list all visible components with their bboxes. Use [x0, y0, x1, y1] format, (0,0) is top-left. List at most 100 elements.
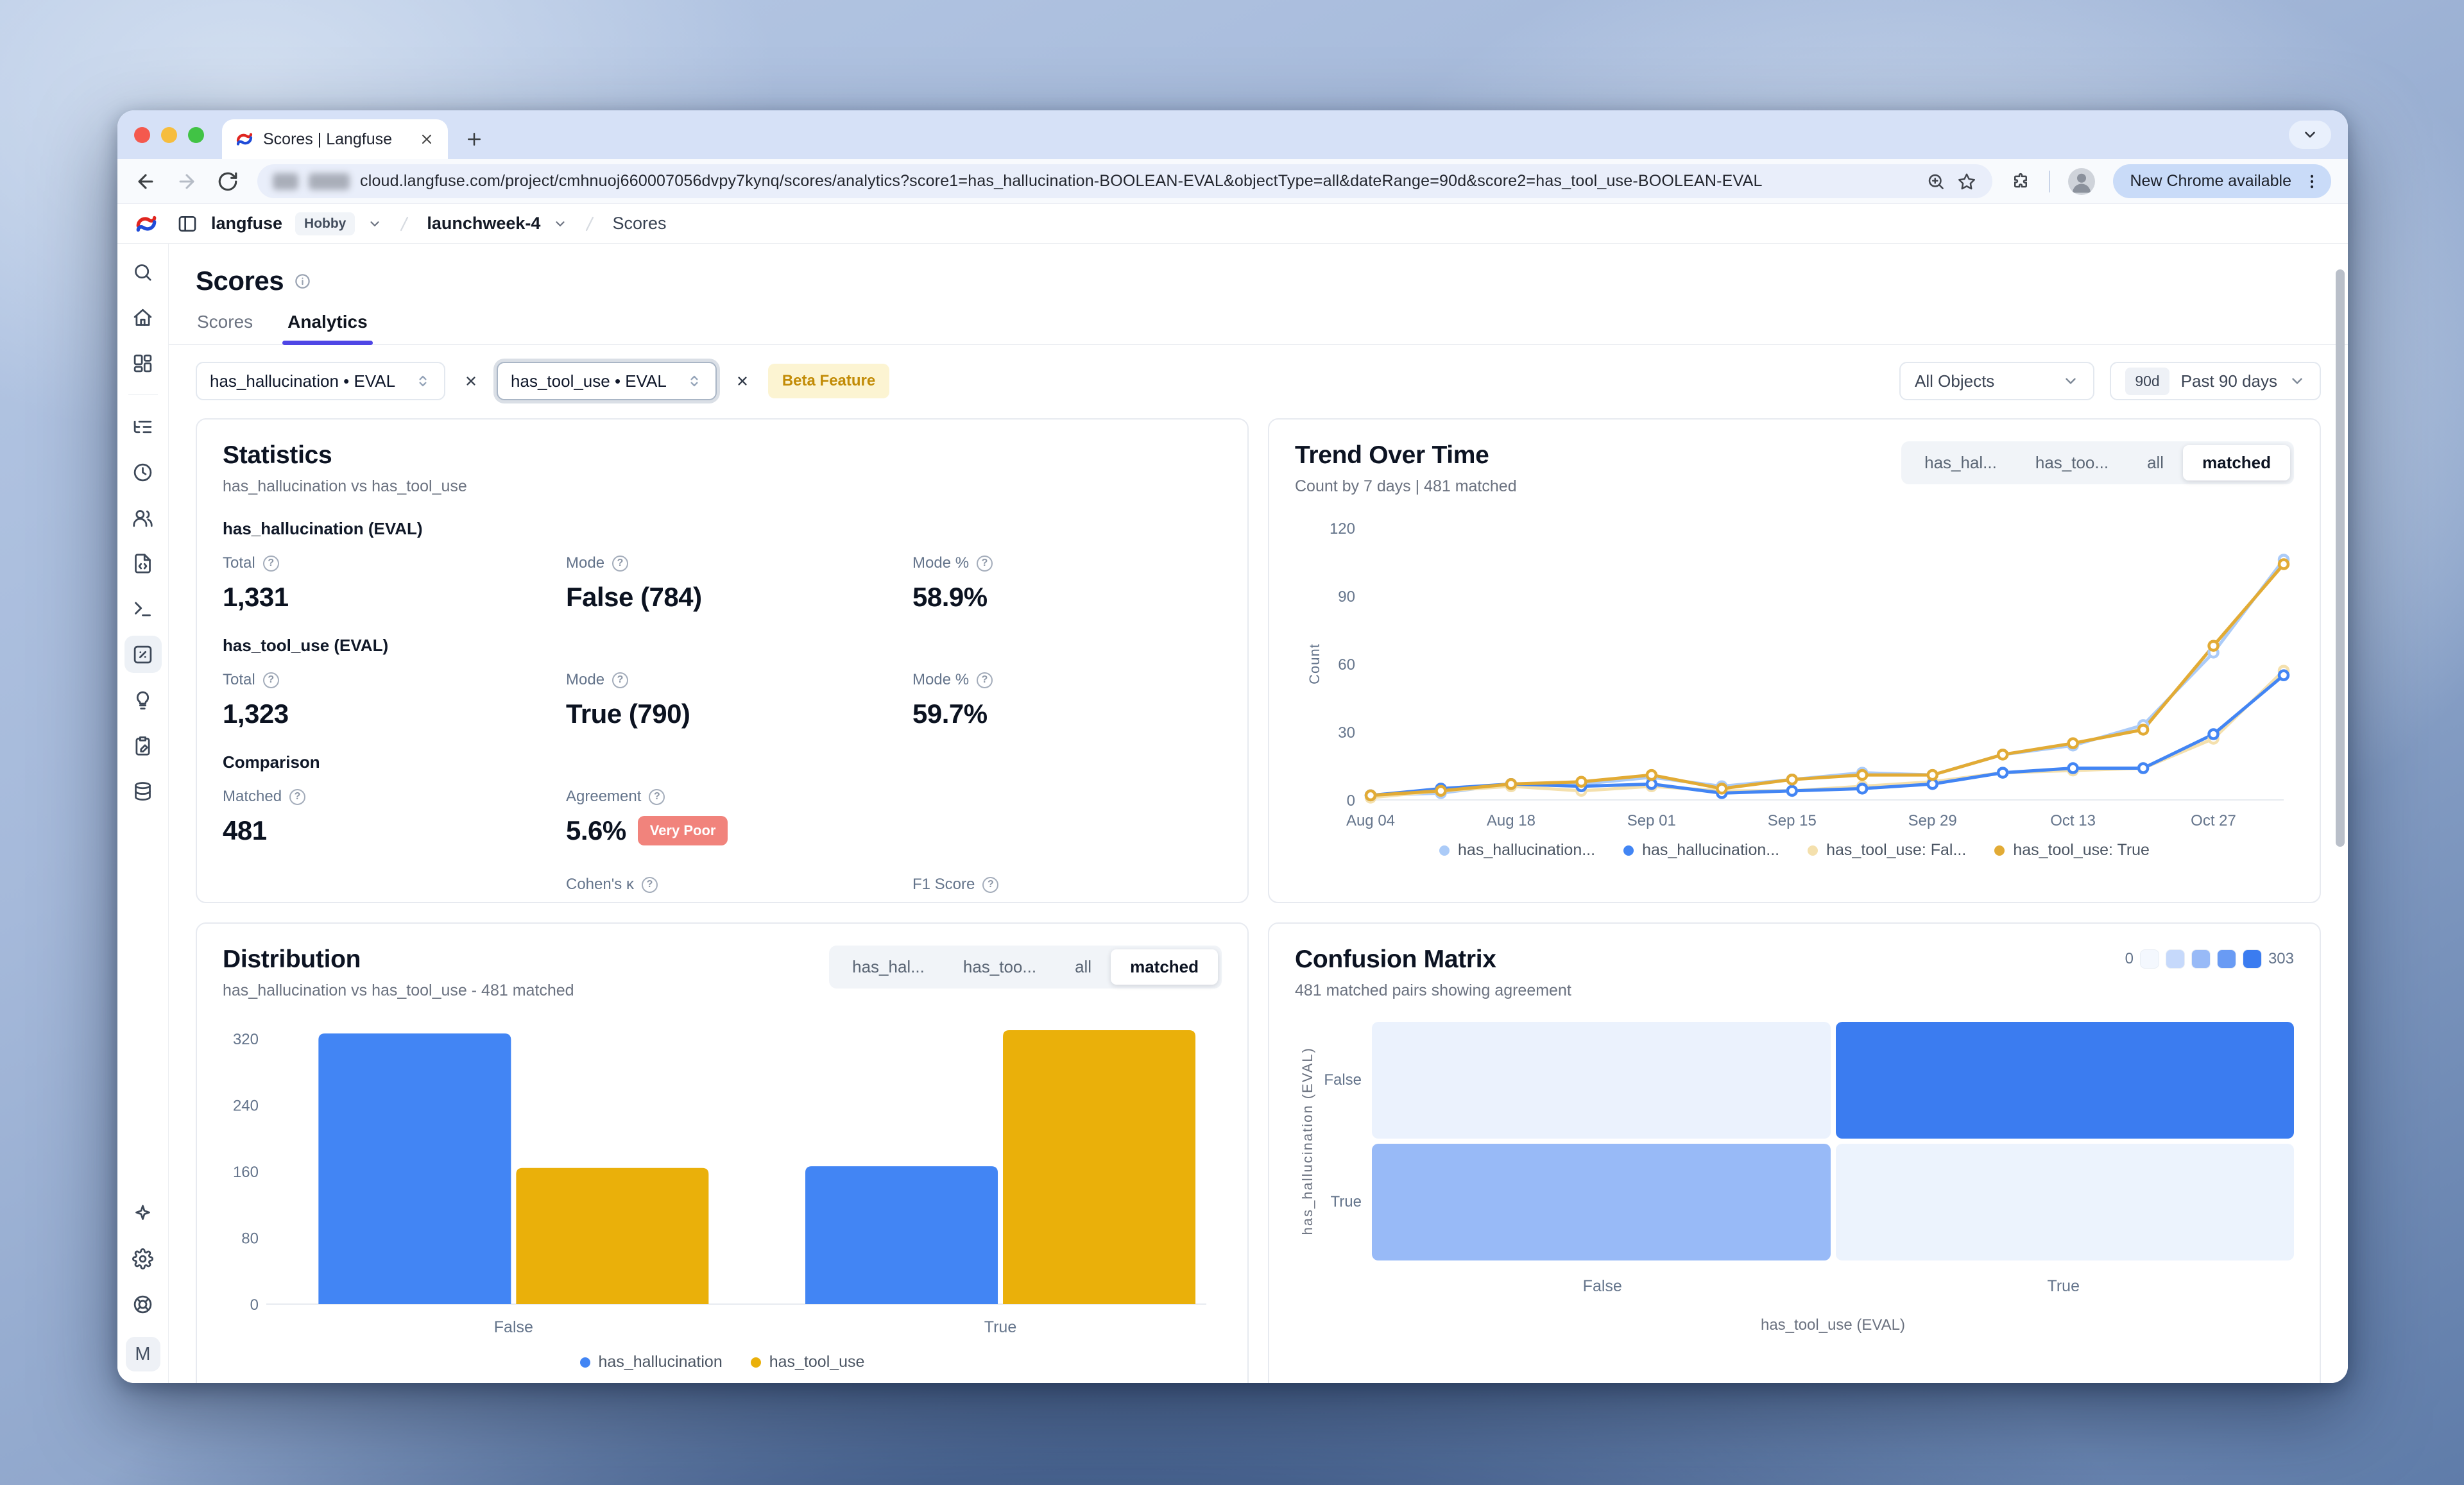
object-type-select[interactable]: All Objects — [1899, 362, 2095, 400]
url-text[interactable]: cloud.langfuse.com/project/cmhnuoj660007… — [360, 172, 1763, 190]
help-icon[interactable]: ? — [641, 876, 658, 893]
browser-tab[interactable]: Scores | Langfuse — [222, 119, 448, 159]
scale-min-label: 0 — [2125, 950, 2134, 967]
close-window-icon[interactable] — [134, 127, 150, 143]
zoom-page-icon[interactable] — [1926, 171, 1946, 192]
help-icon[interactable]: ? — [977, 672, 993, 688]
page-title: Scores — [196, 266, 284, 296]
statistics-subtitle: has_hallucination vs has_tool_use — [223, 477, 467, 495]
trend-line-chart[interactable]: 0 30 60 90 120 Count Aug 04 Aug 18 Sep 01 Sep 15 S… — [1295, 505, 2294, 833]
window-controls — [134, 127, 204, 143]
sidebar-item-sessions[interactable] — [129, 458, 157, 486]
org-chevron-icon[interactable] — [368, 217, 382, 231]
sidebar-item-datasets[interactable] — [129, 731, 157, 759]
langfuse-favicon-icon — [235, 130, 254, 149]
toggle-hastoo[interactable]: has_too... — [2035, 453, 2109, 472]
sidebar-item-evaluators[interactable] — [129, 686, 157, 714]
user-avatar[interactable]: M — [125, 1337, 160, 1371]
toggle-all[interactable]: all — [2147, 453, 2164, 472]
stat-group-0: has_hallucination (EVAL) Total? 1,331 Mode?… — [223, 519, 1222, 613]
minimize-window-icon[interactable] — [161, 127, 177, 143]
sidebar-item-users[interactable] — [129, 504, 157, 532]
stat-group-label: has_hallucination (EVAL) — [223, 519, 423, 538]
confusion-cell-true-true[interactable] — [1835, 1144, 2294, 1260]
chrome-update-button[interactable]: New Chrome available — [2113, 164, 2331, 198]
confusion-cell-false-false[interactable] — [1372, 1022, 1831, 1139]
metric-value: False (784) — [566, 582, 912, 613]
sidebar-item-support[interactable] — [129, 1290, 157, 1318]
page-scrollbar[interactable] — [2336, 269, 2345, 847]
back-icon[interactable] — [134, 170, 157, 193]
rating-badge: Very Poor — [637, 816, 728, 845]
confusion-cell-false-true[interactable] — [1835, 1022, 2294, 1139]
tab-analytics[interactable]: Analytics — [282, 312, 373, 345]
profile-avatar[interactable] — [2068, 167, 2096, 195]
distribution-bar-chart[interactable]: 0 80 160 240 320 False True — [223, 1014, 1222, 1345]
project-chevron-icon[interactable] — [553, 217, 567, 231]
site-info-icon[interactable] — [273, 173, 298, 190]
svg-text:Aug 04: Aug 04 — [1346, 812, 1395, 829]
help-icon[interactable]: ? — [262, 672, 279, 688]
score1-select[interactable]: has_hallucination • EVAL — [196, 362, 446, 400]
legend-item: has_hallucination... — [1439, 841, 1595, 860]
scale-swatch — [2216, 949, 2236, 969]
chevron-down-icon — [2289, 373, 2306, 389]
sidebar-item-ask-ai[interactable] — [129, 1199, 157, 1227]
toggle-hashal[interactable]: has_hal... — [1924, 453, 1997, 472]
forward-icon[interactable] — [175, 170, 198, 193]
maximize-window-icon[interactable] — [188, 127, 204, 143]
date-range-select[interactable]: 90d Past 90 days — [2110, 362, 2321, 400]
extensions-icon[interactable] — [2010, 171, 2031, 192]
svg-text:160: 160 — [233, 1164, 259, 1181]
sidebar-item-exports[interactable] — [129, 777, 157, 805]
sidebar-item-settings[interactable] — [129, 1244, 157, 1273]
tab-search-chevron-icon[interactable] — [2289, 121, 2331, 149]
metric-value: 5.6% Very Poor — [566, 815, 912, 846]
help-icon[interactable]: ? — [289, 788, 306, 805]
bookmark-star-icon[interactable] — [1956, 171, 1977, 192]
toggle-matched[interactable]: matched — [2183, 445, 2290, 480]
statistics-title: Statistics — [223, 441, 332, 469]
score2-select[interactable]: has_tool_use • EVAL — [497, 362, 717, 400]
sidebar-item-prompts[interactable] — [129, 549, 157, 577]
sidebar-item-scores[interactable] — [124, 636, 162, 673]
toggle-hashal[interactable]: has_hal... — [852, 957, 925, 976]
sidebar-item-home[interactable] — [129, 303, 157, 332]
tab-close-icon[interactable] — [417, 130, 436, 149]
sidebar-toggle-icon[interactable] — [176, 213, 198, 235]
breadcrumb-project[interactable]: launchweek-4 — [427, 214, 541, 233]
metric-label: Total? — [223, 671, 566, 689]
confusion-cell-true-false[interactable] — [1372, 1144, 1831, 1260]
help-icon[interactable]: ? — [649, 788, 665, 805]
stat-group-label: has_tool_use (EVAL) — [223, 636, 389, 655]
reload-icon[interactable] — [216, 170, 239, 193]
browser-menu-icon[interactable] — [2303, 173, 2321, 191]
help-icon[interactable]: ? — [612, 555, 629, 572]
toggle-hastoo[interactable]: has_too... — [963, 957, 1037, 976]
svg-text:Oct 27: Oct 27 — [2191, 812, 2236, 829]
sidebar-item-playground[interactable] — [129, 595, 157, 623]
sidebar-item-tracing[interactable] — [129, 412, 157, 441]
help-icon[interactable]: ? — [612, 672, 629, 688]
help-icon[interactable]: ? — [982, 876, 999, 893]
tab-scores[interactable]: Scores — [197, 312, 253, 332]
row-label-true: True — [1330, 1193, 1362, 1210]
sidebar-item-dashboards[interactable] — [129, 349, 157, 377]
breadcrumb-org[interactable]: langfuse — [211, 214, 283, 233]
remove-score2-icon[interactable] — [732, 371, 753, 391]
sidebar-item-search[interactable] — [129, 258, 157, 286]
toggle-matched[interactable]: matched — [1111, 949, 1218, 985]
address-bar[interactable]: cloud.langfuse.com/project/cmhnuoj660007… — [257, 164, 1993, 198]
new-tab-button[interactable] — [463, 128, 485, 150]
metric-label: Agreement? — [566, 788, 912, 806]
breadcrumb-separator — [395, 214, 414, 233]
remove-score1-icon[interactable] — [461, 371, 481, 391]
help-icon[interactable]: ? — [977, 555, 993, 572]
info-icon[interactable] — [294, 273, 311, 290]
metric-agreement: Agreement? 5.6% Very Poor — [566, 788, 912, 846]
toggle-all[interactable]: all — [1075, 957, 1092, 976]
langfuse-logo-icon — [134, 212, 158, 236]
legend-item: has_tool_use: True — [1994, 841, 2150, 860]
help-icon[interactable]: ? — [262, 555, 279, 572]
tab-title: Scores | Langfuse — [263, 130, 393, 148]
